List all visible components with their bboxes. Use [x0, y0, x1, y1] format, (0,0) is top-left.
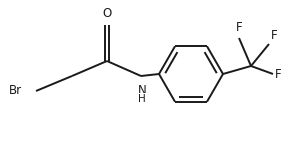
Text: N: N — [138, 84, 147, 97]
Text: F: F — [275, 67, 282, 81]
Text: H: H — [138, 94, 146, 104]
Text: Br: Br — [9, 85, 22, 98]
Text: O: O — [102, 7, 112, 20]
Text: F: F — [236, 21, 242, 34]
Text: F: F — [271, 29, 278, 42]
